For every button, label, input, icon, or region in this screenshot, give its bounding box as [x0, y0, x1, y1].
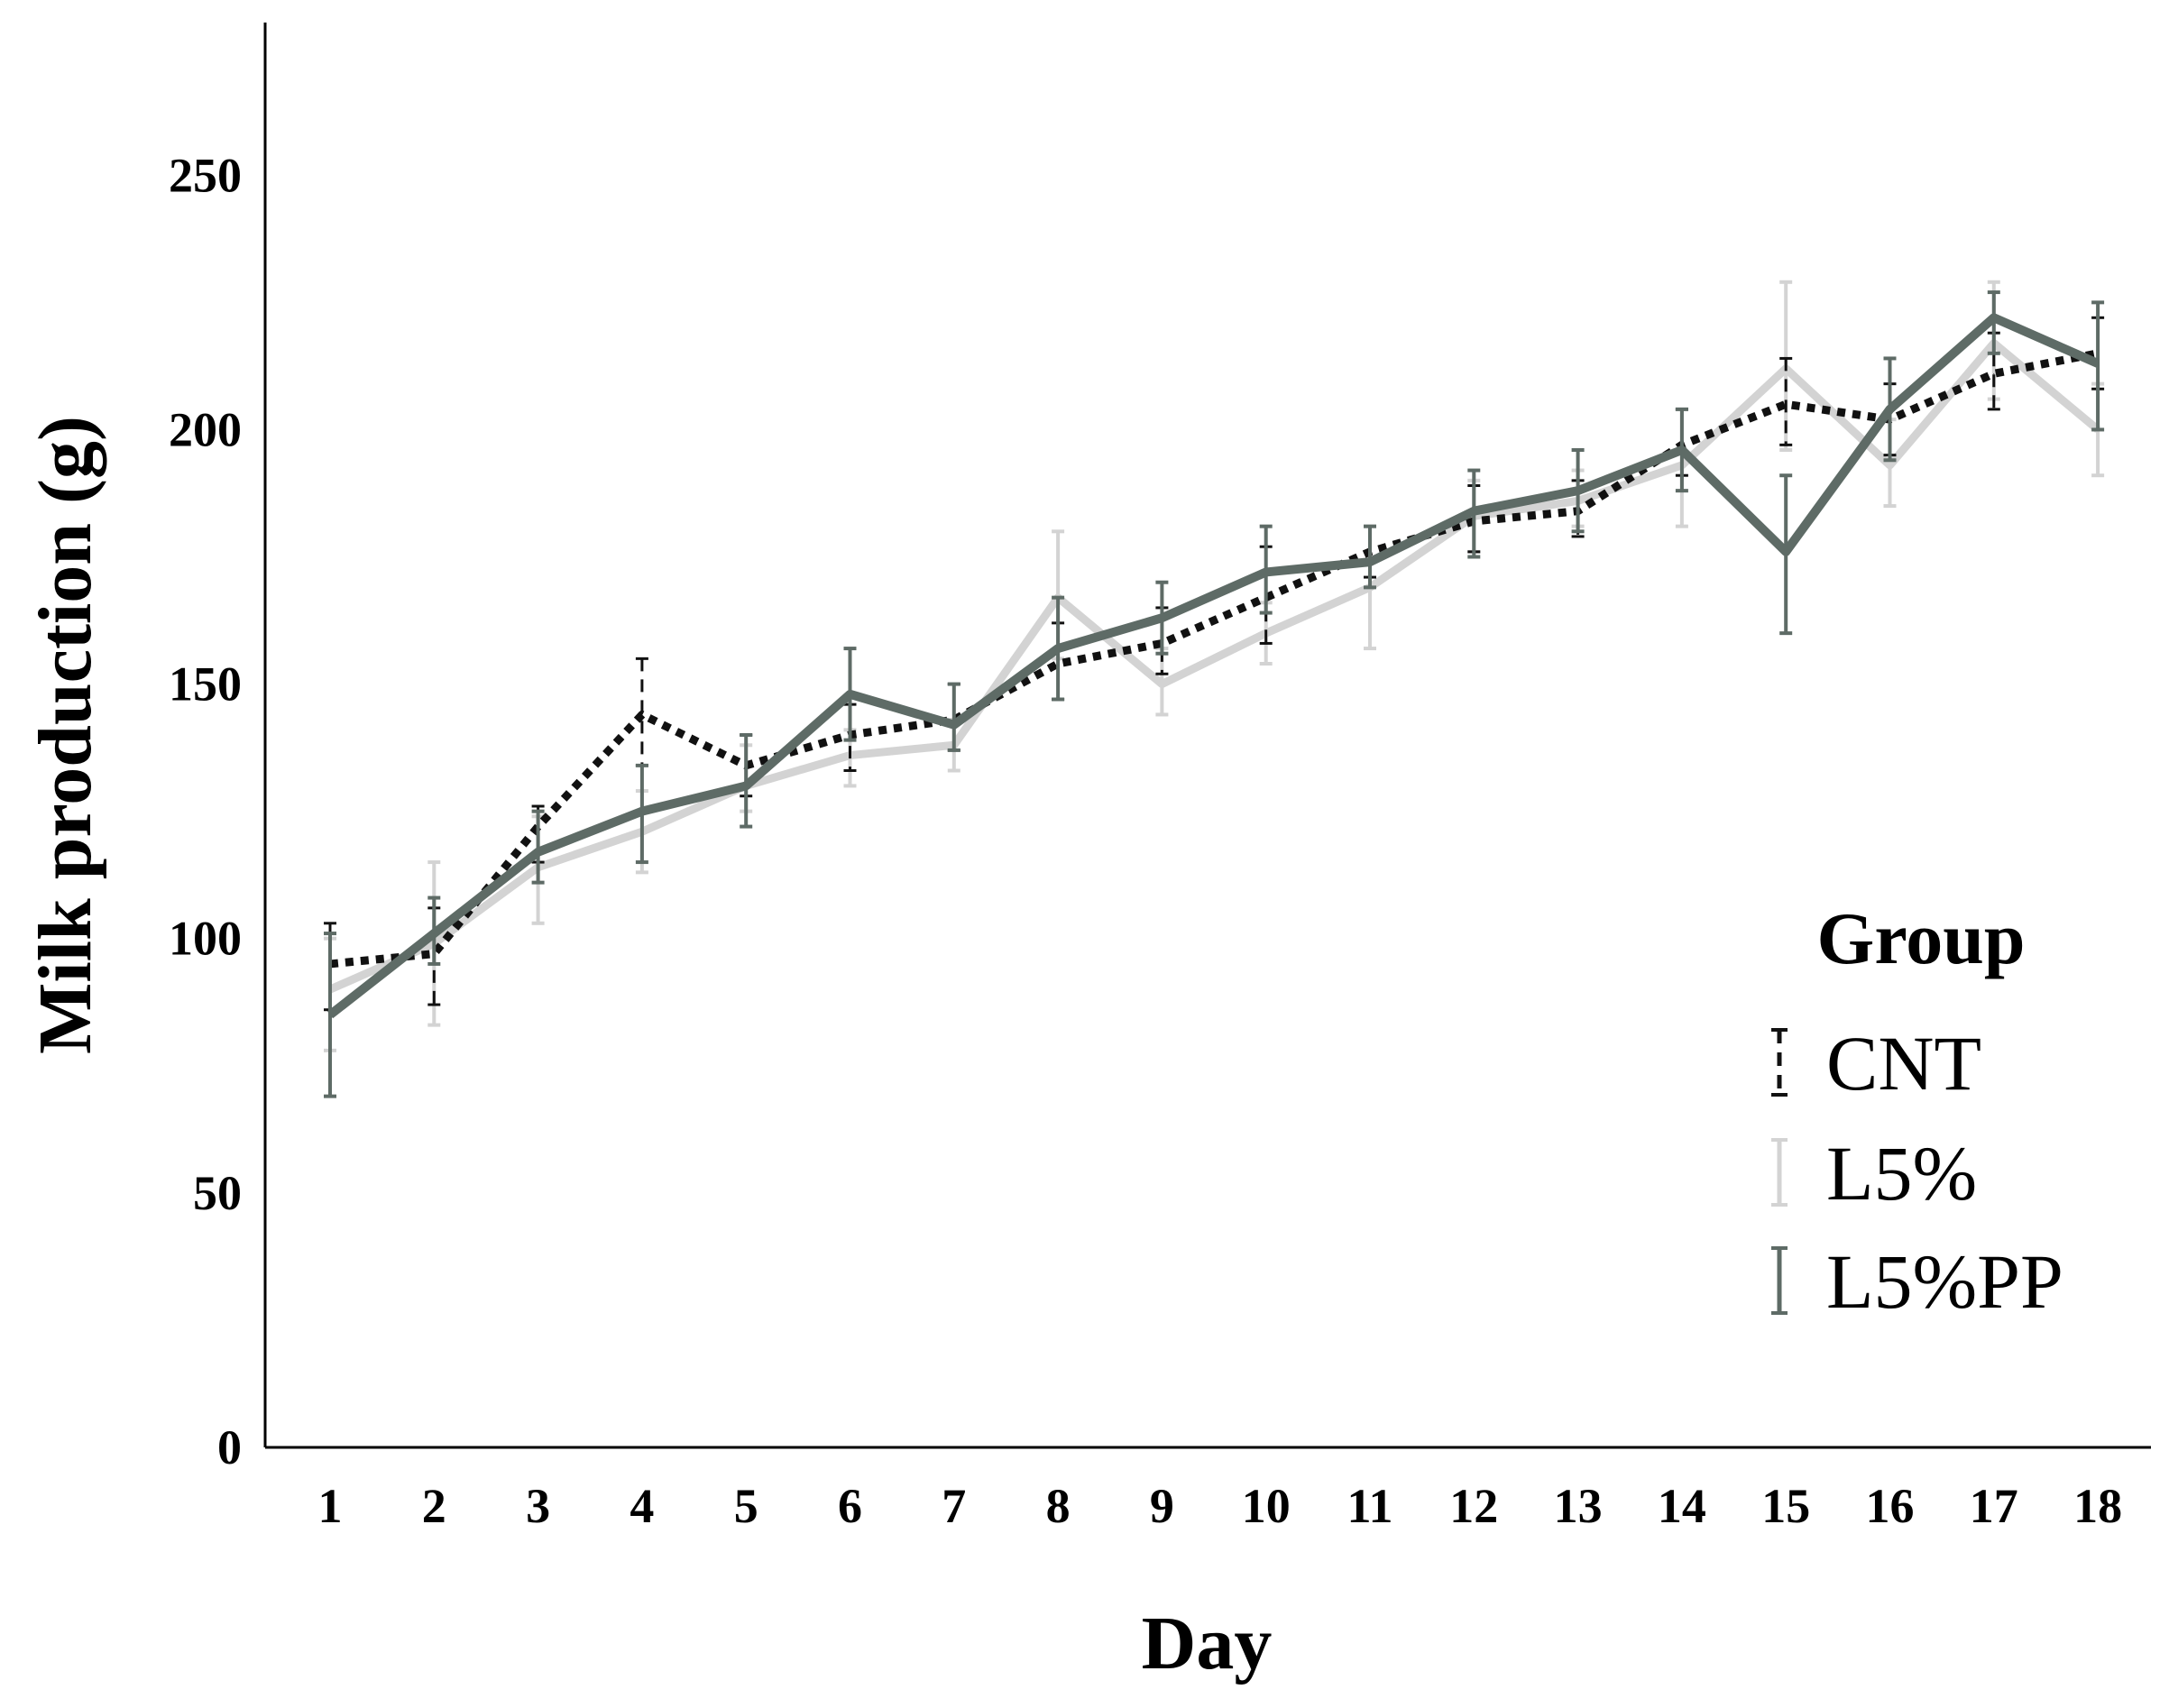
- x-tick-label: 2: [422, 1479, 446, 1533]
- data-point: [745, 785, 747, 786]
- x-tick-label: 3: [526, 1479, 550, 1533]
- x-tick-label: 12: [1449, 1479, 1498, 1533]
- data-point: [1265, 571, 1267, 573]
- x-tick-label: 18: [2073, 1479, 2122, 1533]
- x-tick-label: 8: [1046, 1479, 1071, 1533]
- data-point: [641, 811, 643, 813]
- data-point: [1993, 372, 1995, 374]
- x-axis-title: Day: [1142, 1602, 1273, 1685]
- y-tick-label: 0: [217, 1420, 242, 1474]
- x-tick-label: 10: [1242, 1479, 1291, 1533]
- y-tick-labels: 0 50 100 150 200 250: [169, 148, 242, 1474]
- data-point: [433, 932, 435, 934]
- x-tick-label: 13: [1554, 1479, 1603, 1533]
- data-point: [1785, 403, 1787, 405]
- series-l5-pctpp: [324, 290, 2105, 1098]
- x-tick-label: 14: [1658, 1479, 1706, 1533]
- series-line: [329, 349, 2099, 969]
- legend-title: Group: [1817, 897, 2026, 979]
- data-point: [1993, 317, 1995, 318]
- x-tick-labels: 1 2 3 4 5 6 7 8 9 10 11 12 13 14 15 16 17 18: [318, 1479, 2123, 1533]
- legend-label: L5%: [1826, 1130, 1977, 1217]
- data-point: [1369, 561, 1371, 563]
- data-point: [641, 713, 643, 715]
- x-tick-label: 9: [1150, 1479, 1174, 1533]
- axes: [263, 23, 2151, 1449]
- y-tick-label: 50: [193, 1166, 242, 1220]
- data-point: [1681, 449, 1683, 451]
- data-point: [1889, 464, 1890, 466]
- series-line: [326, 313, 2100, 1019]
- data-point: [953, 724, 955, 726]
- legend-item-l5-pctpp: L5%PP: [1771, 1238, 2063, 1325]
- legend-items: CNT L5% L5%PP: [1771, 1020, 2063, 1325]
- y-tick-label: 250: [169, 148, 242, 202]
- x-tick-label: 16: [1866, 1479, 1915, 1533]
- y-tick-label: 200: [169, 402, 242, 456]
- legend-item-l5-pct: L5%: [1771, 1130, 1977, 1217]
- data-point: [1785, 551, 1787, 553]
- x-tick-label: 6: [838, 1479, 862, 1533]
- x-tick-label: 17: [1970, 1479, 2018, 1533]
- data-point: [1473, 510, 1475, 512]
- legend-item-cnt: CNT: [1771, 1020, 1981, 1107]
- data-point: [1161, 617, 1163, 619]
- legend: Group CNT L5% L5%PP: [1771, 897, 2063, 1325]
- data-point: [1057, 647, 1059, 649]
- x-tick-label: 7: [942, 1479, 966, 1533]
- legend-label: CNT: [1826, 1020, 1981, 1107]
- data-point: [2097, 363, 2099, 364]
- legend-label: L5%PP: [1826, 1238, 2063, 1325]
- series-line: [328, 339, 2100, 994]
- x-tick-label: 5: [734, 1479, 758, 1533]
- series-layer: [324, 280, 2105, 1098]
- x-tick-label: 15: [1761, 1479, 1810, 1533]
- y-tick-label: 100: [169, 912, 242, 966]
- y-tick-label: 150: [169, 657, 242, 712]
- x-tick-label: 4: [630, 1479, 654, 1533]
- x-tick-label: 1: [318, 1479, 343, 1533]
- x-tick-label: 11: [1346, 1479, 1392, 1533]
- y-axis-title: Milk production (g): [23, 416, 107, 1054]
